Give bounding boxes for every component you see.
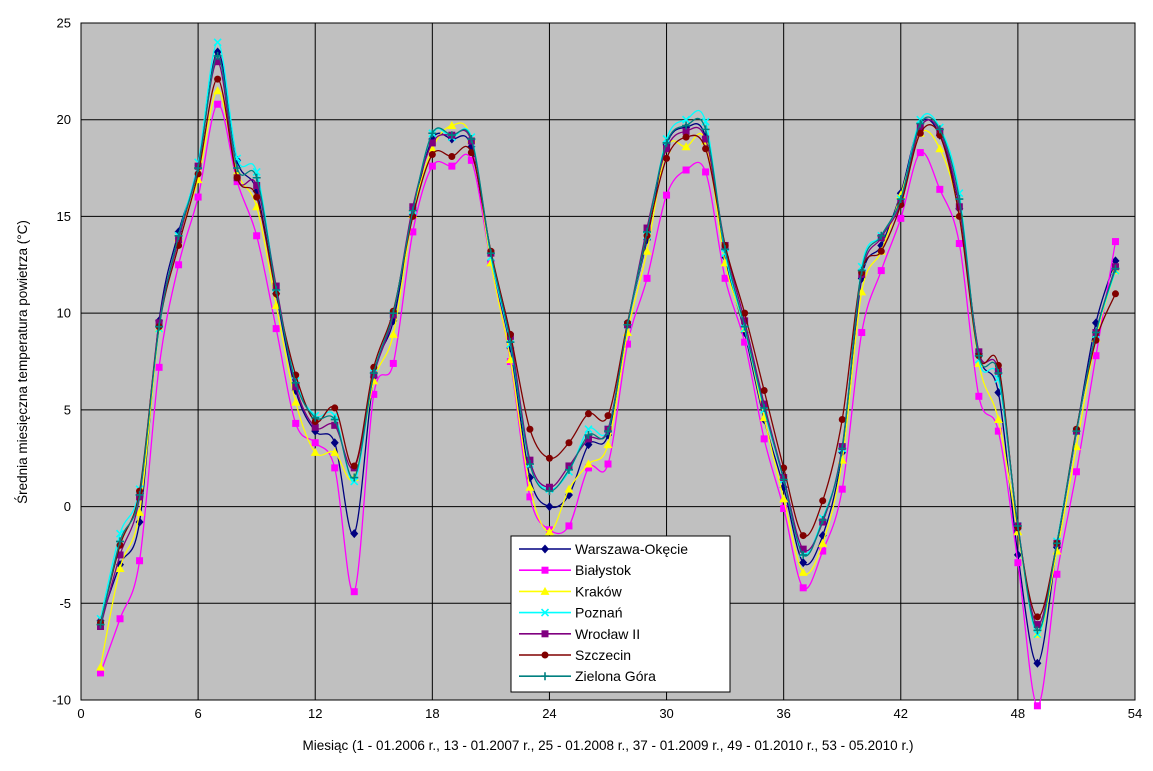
data-point [253, 194, 260, 201]
legend: Warszawa-Okęcie Białystok Kraków Poznań Wroc… [511, 536, 730, 692]
data-point [156, 364, 163, 371]
y-tick-label: -5 [59, 596, 71, 611]
y-tick-label: 0 [64, 499, 71, 514]
data-point [234, 174, 241, 181]
x-tick-label: 42 [894, 706, 908, 721]
data-point [526, 426, 533, 433]
data-point [702, 168, 709, 175]
data-point [800, 532, 807, 539]
data-point [117, 615, 124, 622]
data-point [351, 588, 358, 595]
data-point [136, 557, 143, 564]
data-point [702, 145, 709, 152]
legend-swatch-marker [542, 652, 549, 659]
data-point [253, 232, 260, 239]
data-point [761, 435, 768, 442]
data-point [839, 416, 846, 423]
data-point [683, 134, 690, 141]
data-point [214, 101, 221, 108]
data-point [273, 325, 280, 332]
x-tick-label: 6 [194, 706, 201, 721]
legend-label: Kraków [575, 583, 623, 599]
data-point [956, 240, 963, 247]
data-point [858, 329, 865, 336]
data-point [975, 393, 982, 400]
x-tick-labels: 0 6 12 18 24 30 36 42 48 54 [77, 706, 1142, 721]
legend-swatch-marker [542, 630, 549, 637]
data-point [605, 461, 612, 468]
y-tick-labels: -10 -5 0 5 10 15 20 25 [52, 16, 71, 708]
data-point [429, 163, 436, 170]
legend-label: Zielona Góra [575, 668, 656, 684]
y-tick-label: 20 [57, 112, 71, 127]
legend-label: Warszawa-Okęcie [575, 541, 688, 557]
data-point [1073, 468, 1080, 475]
x-tick-label: 48 [1011, 706, 1025, 721]
data-point [605, 412, 612, 419]
data-point [195, 194, 202, 201]
data-point [175, 261, 182, 268]
data-point [878, 267, 885, 274]
data-point [663, 192, 670, 199]
data-point [819, 497, 826, 504]
y-tick-label: 10 [57, 306, 71, 321]
y-tick-label: 15 [57, 209, 71, 224]
data-point [663, 155, 670, 162]
data-point [683, 167, 690, 174]
x-tick-label: 0 [77, 706, 84, 721]
data-point [448, 153, 455, 160]
data-point [936, 186, 943, 193]
data-point [565, 522, 572, 529]
y-axis-label: Średnia miesięczna temperatura powietrza… [15, 220, 30, 504]
x-axis-label: Miesiąc (1 - 01.2006 r., 13 - 01.2007 r.… [303, 738, 914, 753]
data-point [292, 420, 299, 427]
data-point [761, 387, 768, 394]
data-point [1034, 702, 1041, 709]
data-point [390, 360, 397, 367]
data-point [214, 76, 221, 83]
y-tick-label: 25 [57, 16, 71, 31]
x-tick-label: 54 [1128, 706, 1142, 721]
x-tick-label: 24 [542, 706, 556, 721]
data-point [644, 275, 651, 282]
legend-swatch-marker [542, 567, 549, 574]
data-point [917, 149, 924, 156]
data-point [800, 584, 807, 591]
y-tick-label: -10 [52, 693, 71, 708]
data-point [312, 439, 319, 446]
data-point [546, 455, 553, 462]
data-point [1112, 238, 1119, 245]
data-point [565, 439, 572, 446]
x-tick-label: 12 [308, 706, 322, 721]
data-point [1112, 290, 1119, 297]
x-tick-label: 36 [776, 706, 790, 721]
legend-label: Białystok [575, 562, 632, 578]
data-point [1053, 571, 1060, 578]
legend-label: Poznań [575, 605, 622, 621]
data-point [448, 163, 455, 170]
data-point [585, 410, 592, 417]
data-point [351, 462, 358, 469]
x-tick-label: 18 [425, 706, 439, 721]
data-point [331, 404, 338, 411]
y-tick-label: 5 [64, 402, 71, 417]
x-tick-label: 30 [659, 706, 673, 721]
legend-label: Szczecin [575, 647, 631, 663]
data-point [1014, 559, 1021, 566]
legend-label: Wrocław II [575, 626, 640, 642]
data-point [878, 248, 885, 255]
data-point [839, 486, 846, 493]
data-point [897, 215, 904, 222]
data-point [429, 151, 436, 158]
data-point [1034, 613, 1041, 620]
data-point [331, 464, 338, 471]
